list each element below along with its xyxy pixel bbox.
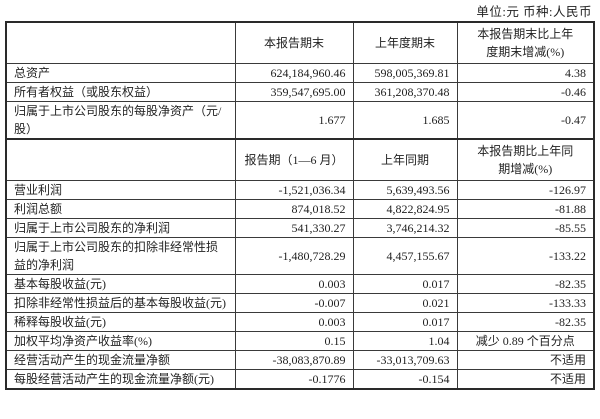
row-label-cell: 总资产 [5, 63, 236, 83]
table-row: 营业利润 -1,521,036.34 5,639,493.56 -126.97 [5, 180, 595, 200]
value-cell: 4,457,155.67 [352, 237, 458, 275]
value-cell: -0.154 [352, 369, 458, 390]
column-header-cell: 上年度期末 [352, 21, 458, 64]
row-label-cell: 基本每股收益(元) [5, 274, 236, 294]
value-cell: 4,822,824.95 [352, 199, 458, 219]
value-cell: -1,480,728.29 [234, 237, 354, 275]
value-cell: 541,330.27 [234, 218, 354, 238]
value-cell: 0.003 [234, 274, 354, 294]
value-cell: -81.88 [456, 199, 595, 219]
value-cell: 5,639,493.56 [352, 180, 458, 200]
value-cell: -33,013,709.63 [352, 350, 458, 370]
table-row: 经营活动产生的现金流量净额 -38,083,870.89 -33,013,709… [5, 350, 595, 370]
value-cell: 874,018.52 [234, 199, 354, 219]
value-cell: 359,547,695.00 [234, 82, 354, 102]
table-row: 总资产 624,184,960.46 598,005,369.81 4.38 [5, 63, 595, 83]
row-label-cell: 归属于上市公司股东的扣除非经常性损益的净利润 [5, 237, 236, 275]
row-label-cell: 归属于上市公司股东的净利润 [5, 218, 236, 238]
row-label-cell: 营业利润 [5, 180, 236, 200]
table-row: 归属于上市公司股东的每股净资产（元/股） 1.677 1.685 -0.47 [5, 101, 595, 140]
value-cell: 598,005,369.81 [352, 63, 458, 83]
section1-header-row: 本报告期末 上年度期末 本报告期末比上年度期末增减(%) [5, 21, 595, 64]
section2-header-row: 报告期（1—6 月） 上年同期 本报告期比上年同期增减(%) [5, 138, 595, 181]
value-cell: 0.017 [352, 274, 458, 294]
column-header-cell [5, 21, 236, 64]
column-header-cell [5, 138, 236, 181]
value-cell: -133.33 [456, 293, 595, 313]
unit-currency-note: 单位:元 币种:人民币 [476, 5, 592, 19]
value-cell: 3,746,214.32 [352, 218, 458, 238]
value-cell: -0.007 [234, 293, 354, 313]
column-header-cell: 报告期（1—6 月） [234, 138, 354, 181]
financial-summary-table: 本报告期末 上年度期末 本报告期末比上年度期末增减(%) 总资产 624,184… [5, 21, 595, 390]
row-label-cell: 所有者权益（或股东权益） [5, 82, 236, 102]
value-cell: -133.22 [456, 237, 595, 275]
value-cell: 624,184,960.46 [234, 63, 354, 83]
table-row: 归属于上市公司股东的净利润 541,330.27 3,746,214.32 -8… [5, 218, 595, 238]
column-header-cell: 本报告期末比上年度期末增减(%) [456, 21, 595, 64]
value-cell: 不适用 [456, 350, 595, 370]
value-cell: 0.017 [352, 312, 458, 332]
table-row: 稀释每股收益(元) 0.003 0.017 -82.35 [5, 312, 595, 332]
value-cell: -82.35 [456, 312, 595, 332]
value-cell: 1.685 [352, 101, 458, 140]
value-cell: -0.47 [456, 101, 595, 140]
table-row: 归属于上市公司股东的扣除非经常性损益的净利润 -1,480,728.29 4,4… [5, 237, 595, 275]
row-label-cell: 加权平均净资产收益率(%) [5, 331, 236, 351]
value-cell: 不适用 [456, 369, 595, 390]
value-cell: -0.1776 [234, 369, 354, 390]
table-row: 利润总额 874,018.52 4,822,824.95 -81.88 [5, 199, 595, 219]
column-header-cell: 上年同期 [352, 138, 458, 181]
value-cell: 0.15 [234, 331, 354, 351]
table-row: 每股经营活动产生的现金流量净额(元) -0.1776 -0.154 不适用 [5, 369, 595, 390]
table-row: 加权平均净资产收益率(%) 0.15 1.04 减少 0.89 个百分点 [5, 331, 595, 351]
row-label-cell: 归属于上市公司股东的每股净资产（元/股） [5, 101, 236, 140]
column-header-cell: 本报告期末 [234, 21, 354, 64]
value-cell: 1.04 [352, 331, 458, 351]
row-label-cell: 每股经营活动产生的现金流量净额(元) [5, 369, 236, 390]
value-cell: -38,083,870.89 [234, 350, 354, 370]
value-cell: 0.021 [352, 293, 458, 313]
value-cell: -85.55 [456, 218, 595, 238]
value-cell: 1.677 [234, 101, 354, 140]
row-label-cell: 稀释每股收益(元) [5, 312, 236, 332]
value-cell: -1,521,036.34 [234, 180, 354, 200]
value-cell: 361,208,370.48 [352, 82, 458, 102]
table-row: 所有者权益（或股东权益） 359,547,695.00 361,208,370.… [5, 82, 595, 102]
row-label-cell: 扣除非经常性损益后的基本每股收益(元) [5, 293, 236, 313]
table-row: 扣除非经常性损益后的基本每股收益(元) -0.007 0.021 -133.33 [5, 293, 595, 313]
row-label-cell: 经营活动产生的现金流量净额 [5, 350, 236, 370]
value-cell: -82.35 [456, 274, 595, 294]
value-cell: 0.003 [234, 312, 354, 332]
table-row: 基本每股收益(元) 0.003 0.017 -82.35 [5, 274, 595, 294]
value-cell: -0.46 [456, 82, 595, 102]
value-cell: 减少 0.89 个百分点 [456, 331, 595, 351]
value-cell: 4.38 [456, 63, 595, 83]
value-cell: -126.97 [456, 180, 595, 200]
column-header-cell: 本报告期比上年同期增减(%) [456, 138, 595, 181]
row-label-cell: 利润总额 [5, 199, 236, 219]
